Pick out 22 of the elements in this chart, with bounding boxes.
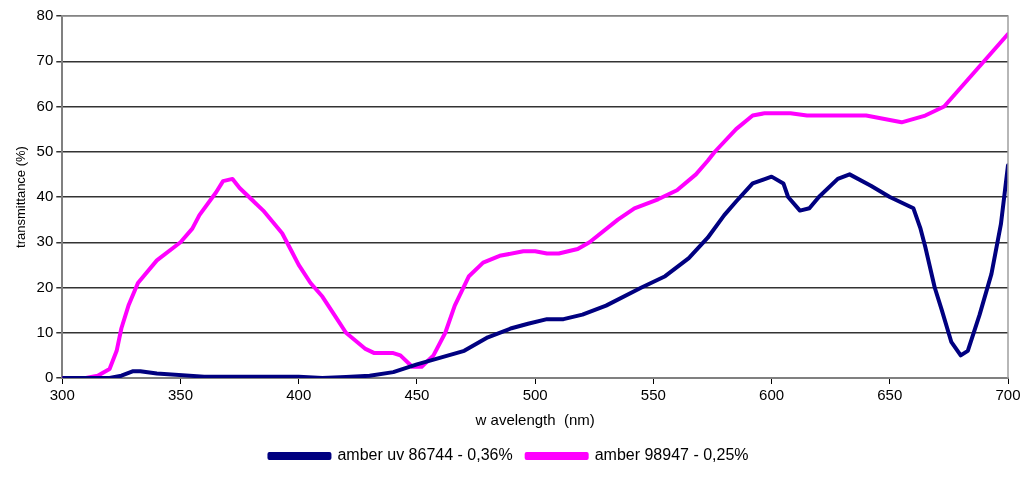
x-tick-label: 650 (877, 386, 903, 404)
y-tick-label: 30 (36, 232, 54, 250)
x-tick-label: 300 (49, 386, 75, 404)
x-tick-label: 550 (640, 386, 666, 404)
y-tick-label: 10 (36, 322, 54, 340)
x-tick-label: 600 (759, 386, 785, 404)
x-axis-title: w avelength (nm) (474, 411, 595, 429)
x-tick-label: 400 (286, 386, 312, 404)
legend-label: amber uv 86744 - 0,36% (337, 446, 513, 464)
y-tick-label: 70 (36, 51, 54, 69)
y-tick-label: 50 (36, 141, 54, 159)
y-tick-label: 40 (36, 187, 54, 205)
y-tick-label: 0 (44, 368, 54, 386)
y-tick-label: 60 (36, 96, 54, 114)
x-tick-label: 700 (995, 386, 1021, 404)
y-tick-label: 80 (36, 6, 54, 24)
x-tick-label: 350 (167, 386, 194, 404)
legend-label: amber 98947 - 0,25% (594, 446, 749, 464)
x-tick-label: 500 (522, 386, 548, 404)
y-axis-title: transmittance (%) (13, 146, 29, 248)
y-tick-label: 20 (36, 277, 54, 295)
x-tick-label: 450 (404, 386, 430, 404)
